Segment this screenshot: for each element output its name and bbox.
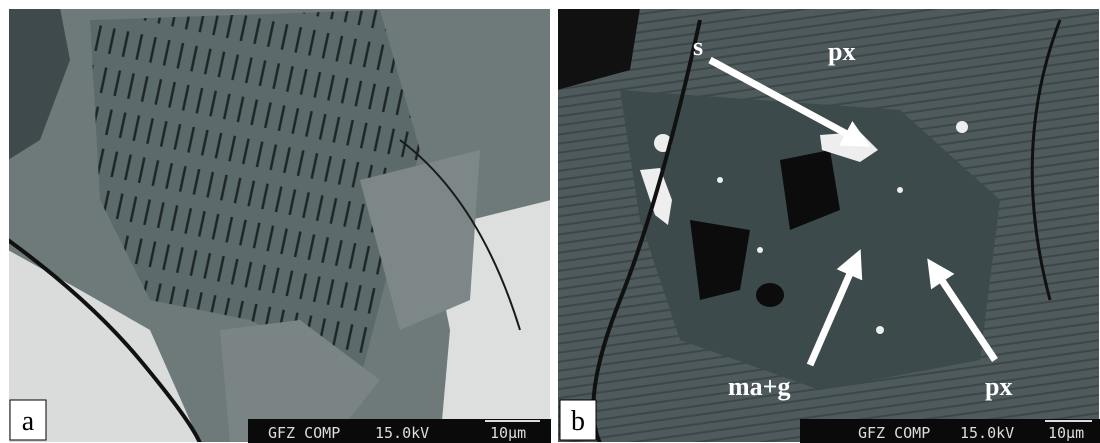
annotation: px [985,372,1012,401]
detector: GFZ COMP [858,424,930,442]
voltage: 15.0kV [960,424,1014,442]
page: a GFZ COMP 15.0kV 10μm s px ma+g px b GF… [0,0,1100,443]
panel-label: b [571,406,585,437]
annotation: px [828,37,855,66]
scale: 10μm [490,424,526,442]
panel-a: a GFZ COMP 15.0kV 10μm [8,8,551,443]
void [756,283,784,307]
detector: GFZ COMP [268,424,340,442]
scale: 10μm [1048,424,1084,442]
panel-label: a [22,406,35,437]
voltage: 15.0kV [375,424,429,442]
annotation: ma+g [728,372,790,401]
figure: a GFZ COMP 15.0kV 10μm s px ma+g px b GF… [0,0,1100,443]
panel-b: s px ma+g px b GFZ COMP 15.0kV 10μm [557,8,1100,443]
annotation: s [693,32,703,61]
